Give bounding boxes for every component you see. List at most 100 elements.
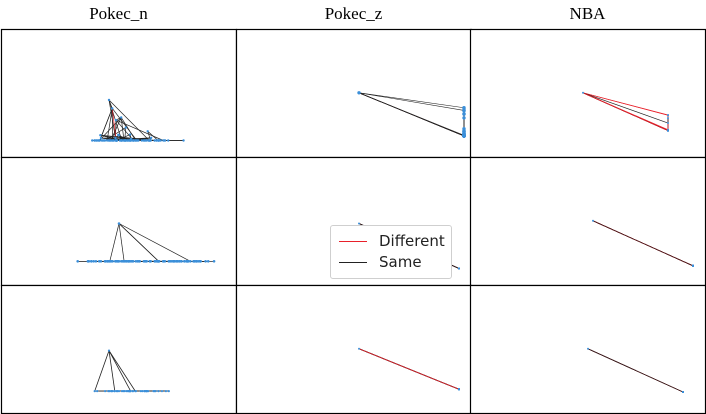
edges <box>358 348 460 390</box>
graph-node <box>582 91 584 94</box>
edge-same <box>358 92 465 111</box>
graph-node <box>111 390 114 393</box>
graph-node <box>154 390 157 393</box>
graph-node <box>204 260 207 263</box>
edge-same <box>108 350 116 392</box>
graph-node <box>113 260 117 263</box>
graph-node <box>129 139 133 142</box>
edge-same <box>118 223 125 262</box>
graph-node <box>206 260 210 263</box>
nodes <box>91 98 185 142</box>
graph-node <box>114 139 118 142</box>
graph-node <box>99 136 103 140</box>
panel-frame <box>0 284 238 414</box>
graph-node <box>143 139 146 142</box>
nodes <box>587 347 684 393</box>
edge-same <box>94 350 110 392</box>
graph-node <box>462 134 466 138</box>
nodes <box>592 219 694 267</box>
graph-node <box>163 260 167 263</box>
legend-item-same: Same <box>339 252 422 272</box>
graph-node <box>119 139 123 142</box>
graph-node <box>147 139 150 142</box>
graph-node <box>112 139 115 142</box>
graph-node <box>138 260 142 263</box>
graph-node <box>157 139 160 142</box>
graph-node <box>105 139 109 142</box>
panel-frame <box>235 284 473 414</box>
graph-node <box>692 264 694 267</box>
graph-node <box>111 107 114 110</box>
graph-node <box>198 260 202 263</box>
edge-same <box>358 92 465 137</box>
graph-node <box>123 139 126 142</box>
nodes <box>357 91 466 138</box>
graph-node <box>167 139 170 142</box>
graph-panel <box>0 28 238 159</box>
graph-panel <box>469 156 706 287</box>
graph-node <box>99 134 102 137</box>
graph-node <box>149 136 153 140</box>
legend-swatch-different <box>339 240 367 242</box>
graph-node <box>136 139 139 142</box>
graph-node <box>587 347 589 350</box>
edge-different <box>582 92 669 131</box>
graph-node <box>160 390 164 393</box>
graph-node <box>122 390 125 393</box>
graph-node <box>177 260 181 263</box>
graph-node <box>163 139 167 142</box>
column-title-pokec-n: Pokec_n <box>89 4 148 23</box>
graph-node <box>109 139 113 142</box>
graph-panel <box>469 284 706 414</box>
graph-node <box>462 109 466 113</box>
graph-node <box>682 391 684 393</box>
panel-frame <box>469 284 706 414</box>
legend-label-different: Different <box>379 232 445 250</box>
graph-node <box>195 260 199 263</box>
nodes <box>582 91 669 132</box>
graph-node <box>146 130 149 133</box>
graph-node <box>76 260 79 263</box>
graph-node <box>358 347 360 350</box>
graph-node <box>667 114 669 117</box>
graph-node <box>99 260 103 263</box>
legend-item-different: Different <box>339 231 445 251</box>
edge-same <box>147 131 159 141</box>
edge-same <box>108 350 136 392</box>
graph-node <box>91 139 94 142</box>
graph-panel <box>469 28 706 159</box>
graph-node <box>133 139 137 142</box>
edge-different <box>358 348 460 390</box>
graph-node <box>128 390 131 393</box>
graph-node <box>128 133 132 136</box>
graph-node <box>117 222 121 225</box>
graph-node <box>103 390 107 393</box>
legend-label-same: Same <box>379 253 422 271</box>
graph-node <box>462 127 466 131</box>
edge-same <box>147 131 152 141</box>
graph-node <box>156 260 159 263</box>
edges <box>582 92 669 131</box>
graph-node <box>101 139 104 142</box>
edge-same <box>118 223 191 262</box>
graph-node <box>141 390 144 393</box>
graph-node <box>124 126 127 129</box>
graph-node <box>667 117 669 120</box>
graph-node <box>134 390 138 393</box>
graph-node <box>153 139 156 142</box>
graph-node <box>168 260 171 263</box>
graph-node <box>117 390 121 393</box>
graph-node <box>667 122 669 125</box>
graph-node <box>134 260 138 263</box>
graph-node <box>124 260 128 263</box>
graph-node <box>212 260 216 263</box>
graph-node <box>462 131 466 135</box>
graph-node <box>96 390 99 393</box>
graph-node <box>94 260 98 263</box>
legend-swatch-same <box>339 261 367 263</box>
edge-same <box>115 119 164 141</box>
graph-panel <box>0 284 238 414</box>
edge-same <box>592 220 694 267</box>
graph-node <box>458 267 460 270</box>
graph-node <box>462 116 466 120</box>
